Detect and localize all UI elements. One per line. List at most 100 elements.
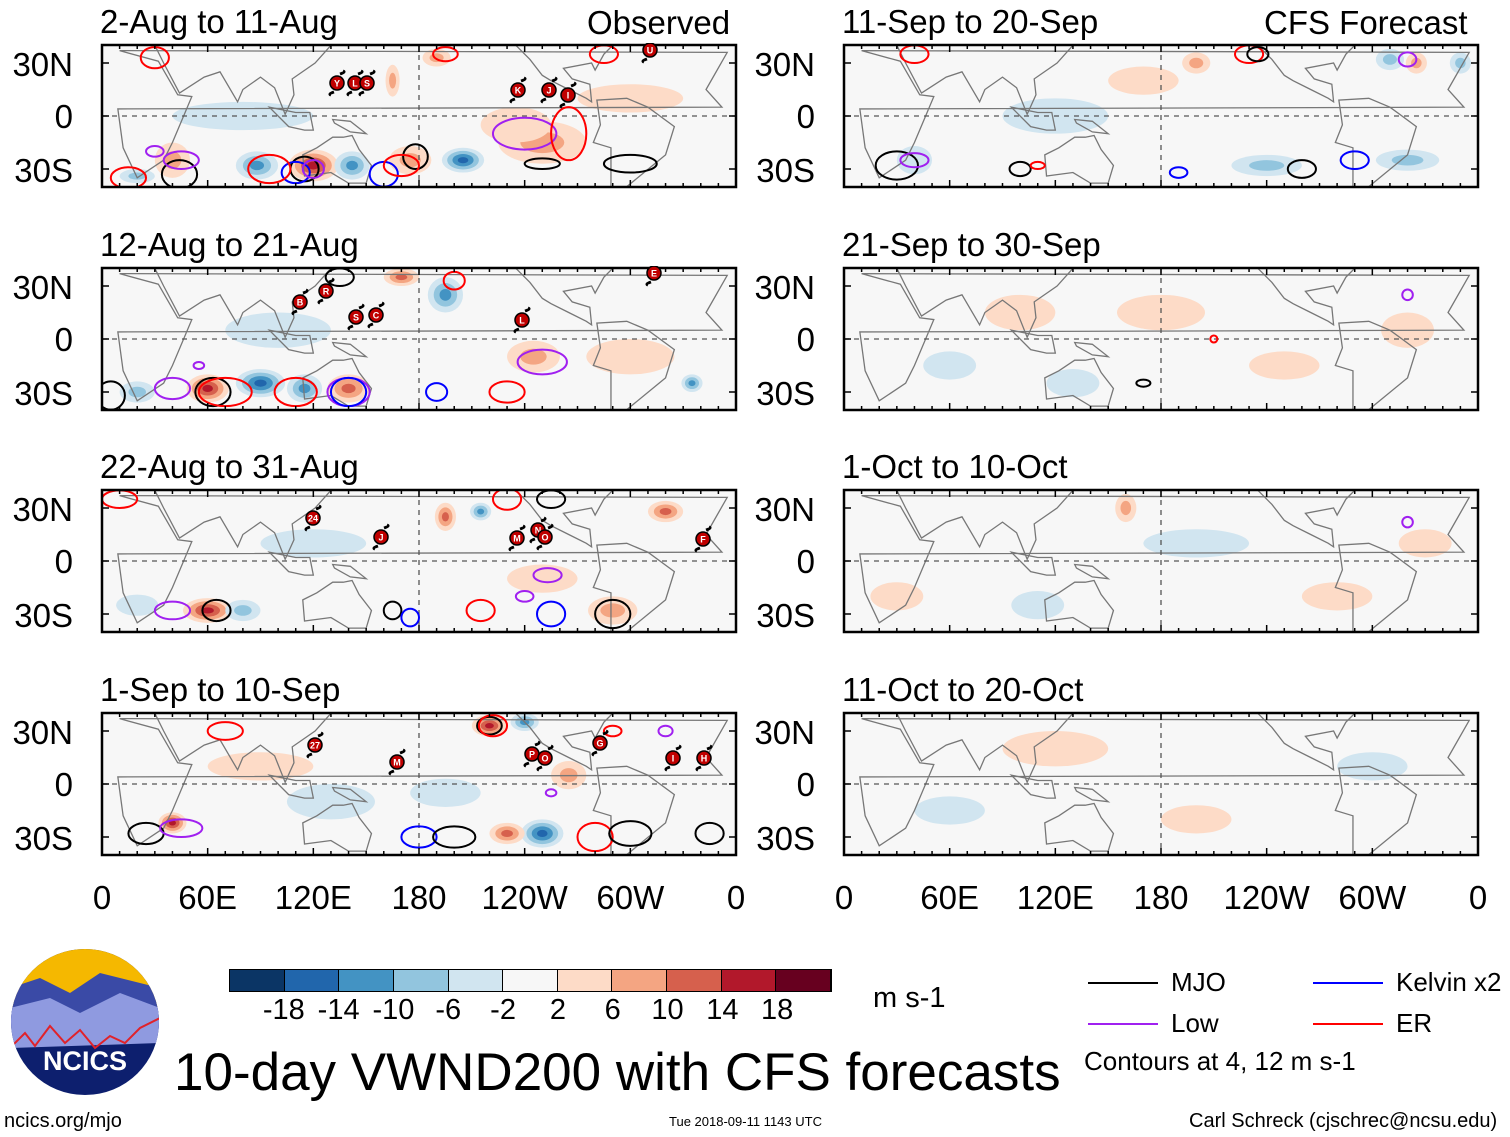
legend-label: ER (1396, 1008, 1433, 1038)
anomaly-shading (870, 582, 924, 611)
panel-title: 11-Sep to 20-Sep (842, 3, 1099, 40)
coastline (859, 494, 1471, 624)
wave-contour (1209, 334, 1219, 344)
coastline (117, 272, 729, 402)
anomaly-shading (586, 339, 675, 375)
colorbar-swatch (667, 970, 722, 991)
wave-contour (1397, 51, 1418, 68)
lat-tick-label: 30S (14, 152, 73, 189)
legend-label: MJO (1171, 967, 1226, 997)
tropical-cyclone-marker: H (695, 744, 713, 772)
lat-tick-label: 0 (796, 321, 815, 358)
map-panel: 27 M P O G I H (100, 711, 738, 857)
wave-contour (550, 106, 588, 162)
lon-tick-label: 0 (834, 879, 854, 916)
footer-url[interactable]: ncics.org/mjo (4, 1110, 122, 1132)
storm-label: L (519, 316, 525, 326)
coastline (331, 118, 369, 135)
lat-tick-label: 0 (54, 321, 73, 358)
wave-contour (402, 143, 429, 170)
wave-contour (544, 788, 558, 798)
coastline (331, 341, 369, 358)
anomaly-shading (480, 107, 552, 143)
coastline (302, 802, 373, 852)
storm-label: M (393, 758, 401, 768)
coastline (514, 713, 614, 772)
lon-tick-label: 60W (1338, 879, 1407, 916)
storm-label: S (364, 79, 370, 89)
lat-tick-label: 30N (12, 714, 73, 751)
colorbar-tick-label: -18 (262, 994, 305, 1026)
wave-contour (1008, 160, 1032, 178)
colorbar-tick-label: -6 (435, 994, 462, 1026)
colorbar-tick-label: -14 (317, 994, 360, 1026)
map-panel (842, 711, 1480, 857)
forecast-heading: CFS Forecast (1264, 4, 1468, 41)
tropical-cyclone-marker: F (694, 525, 712, 553)
tropical-cyclone-marker: Y (328, 69, 346, 97)
storm-label: K (515, 86, 522, 96)
wave-contour (1339, 150, 1370, 170)
storm-label: 24 (308, 514, 318, 524)
ncics-logo: NCICS (11, 949, 159, 1095)
anomaly-shading (485, 723, 494, 729)
coastline (117, 494, 729, 624)
wave-contour (160, 159, 199, 187)
coastline (117, 717, 729, 847)
storm-label: C (373, 311, 380, 321)
anomaly-shading (201, 607, 214, 614)
wave-contour (657, 724, 674, 738)
tropical-cyclone-marker: O (536, 523, 554, 551)
colorbar-tick-label: 18 (761, 994, 794, 1026)
storm-label: L (352, 79, 358, 89)
coastline (1009, 774, 1057, 799)
storm-label: H (701, 754, 708, 764)
lat-tick-label: 30N (754, 269, 815, 306)
anomaly-shading (395, 274, 408, 281)
wave-contour (899, 152, 930, 169)
coastline (1044, 134, 1115, 184)
lat-tick-label: 30N (12, 491, 73, 528)
tropical-cyclone-marker: 24 (304, 504, 322, 532)
storm-label: J (378, 533, 383, 543)
wave-contour (192, 360, 206, 371)
tropical-cyclone-marker: J (540, 76, 558, 104)
anomaly-shading (1382, 54, 1397, 65)
anomaly-shading (1301, 582, 1373, 611)
colorbar-swatch (557, 970, 613, 991)
storm-label: I (567, 91, 570, 101)
legend-label: Low (1171, 1008, 1219, 1038)
anomaly-shading (1249, 351, 1320, 380)
wave-contour (159, 818, 204, 838)
anomaly-shading (923, 351, 977, 380)
lat-tick-label: 0 (54, 543, 73, 580)
wave-contour (874, 150, 919, 181)
coastline (1009, 329, 1057, 354)
wave-contour (477, 714, 509, 738)
wave-contour (523, 157, 561, 170)
map-panel: 24 J M NO F (100, 488, 738, 634)
anomaly-shading (1011, 591, 1065, 620)
tropical-cyclone-marker: J (372, 523, 390, 551)
footer-timestamp: Tue 2018-09-11 1143 UTC (669, 1114, 822, 1129)
lat-tick-label: 30N (754, 491, 815, 528)
colorbar-tick-label: 2 (549, 994, 566, 1026)
anomaly-shading (688, 380, 696, 387)
tropical-cyclone-marker: R (317, 277, 335, 305)
lat-tick-label: 30S (756, 597, 815, 634)
lat-tick-label: 30S (14, 597, 73, 634)
lon-tick-label: 120W (481, 879, 568, 916)
lat-tick-label: 30N (12, 46, 73, 83)
colorbar-swatch (393, 970, 449, 991)
wave-contour (491, 490, 523, 511)
tropical-cyclone-marker: M (388, 748, 406, 776)
contour-note: Contours at 4, 12 m s-1 (1084, 1046, 1356, 1076)
colorbar-units: m s-1 (873, 982, 946, 1014)
tropical-cyclone-marker: I (559, 81, 577, 109)
wave-contour (153, 600, 192, 621)
anomaly-shading (659, 508, 672, 516)
tropical-cyclone-marker: I (664, 744, 682, 772)
anomaly-shading (1120, 500, 1132, 516)
colorbar-tick-label: 14 (706, 994, 739, 1026)
